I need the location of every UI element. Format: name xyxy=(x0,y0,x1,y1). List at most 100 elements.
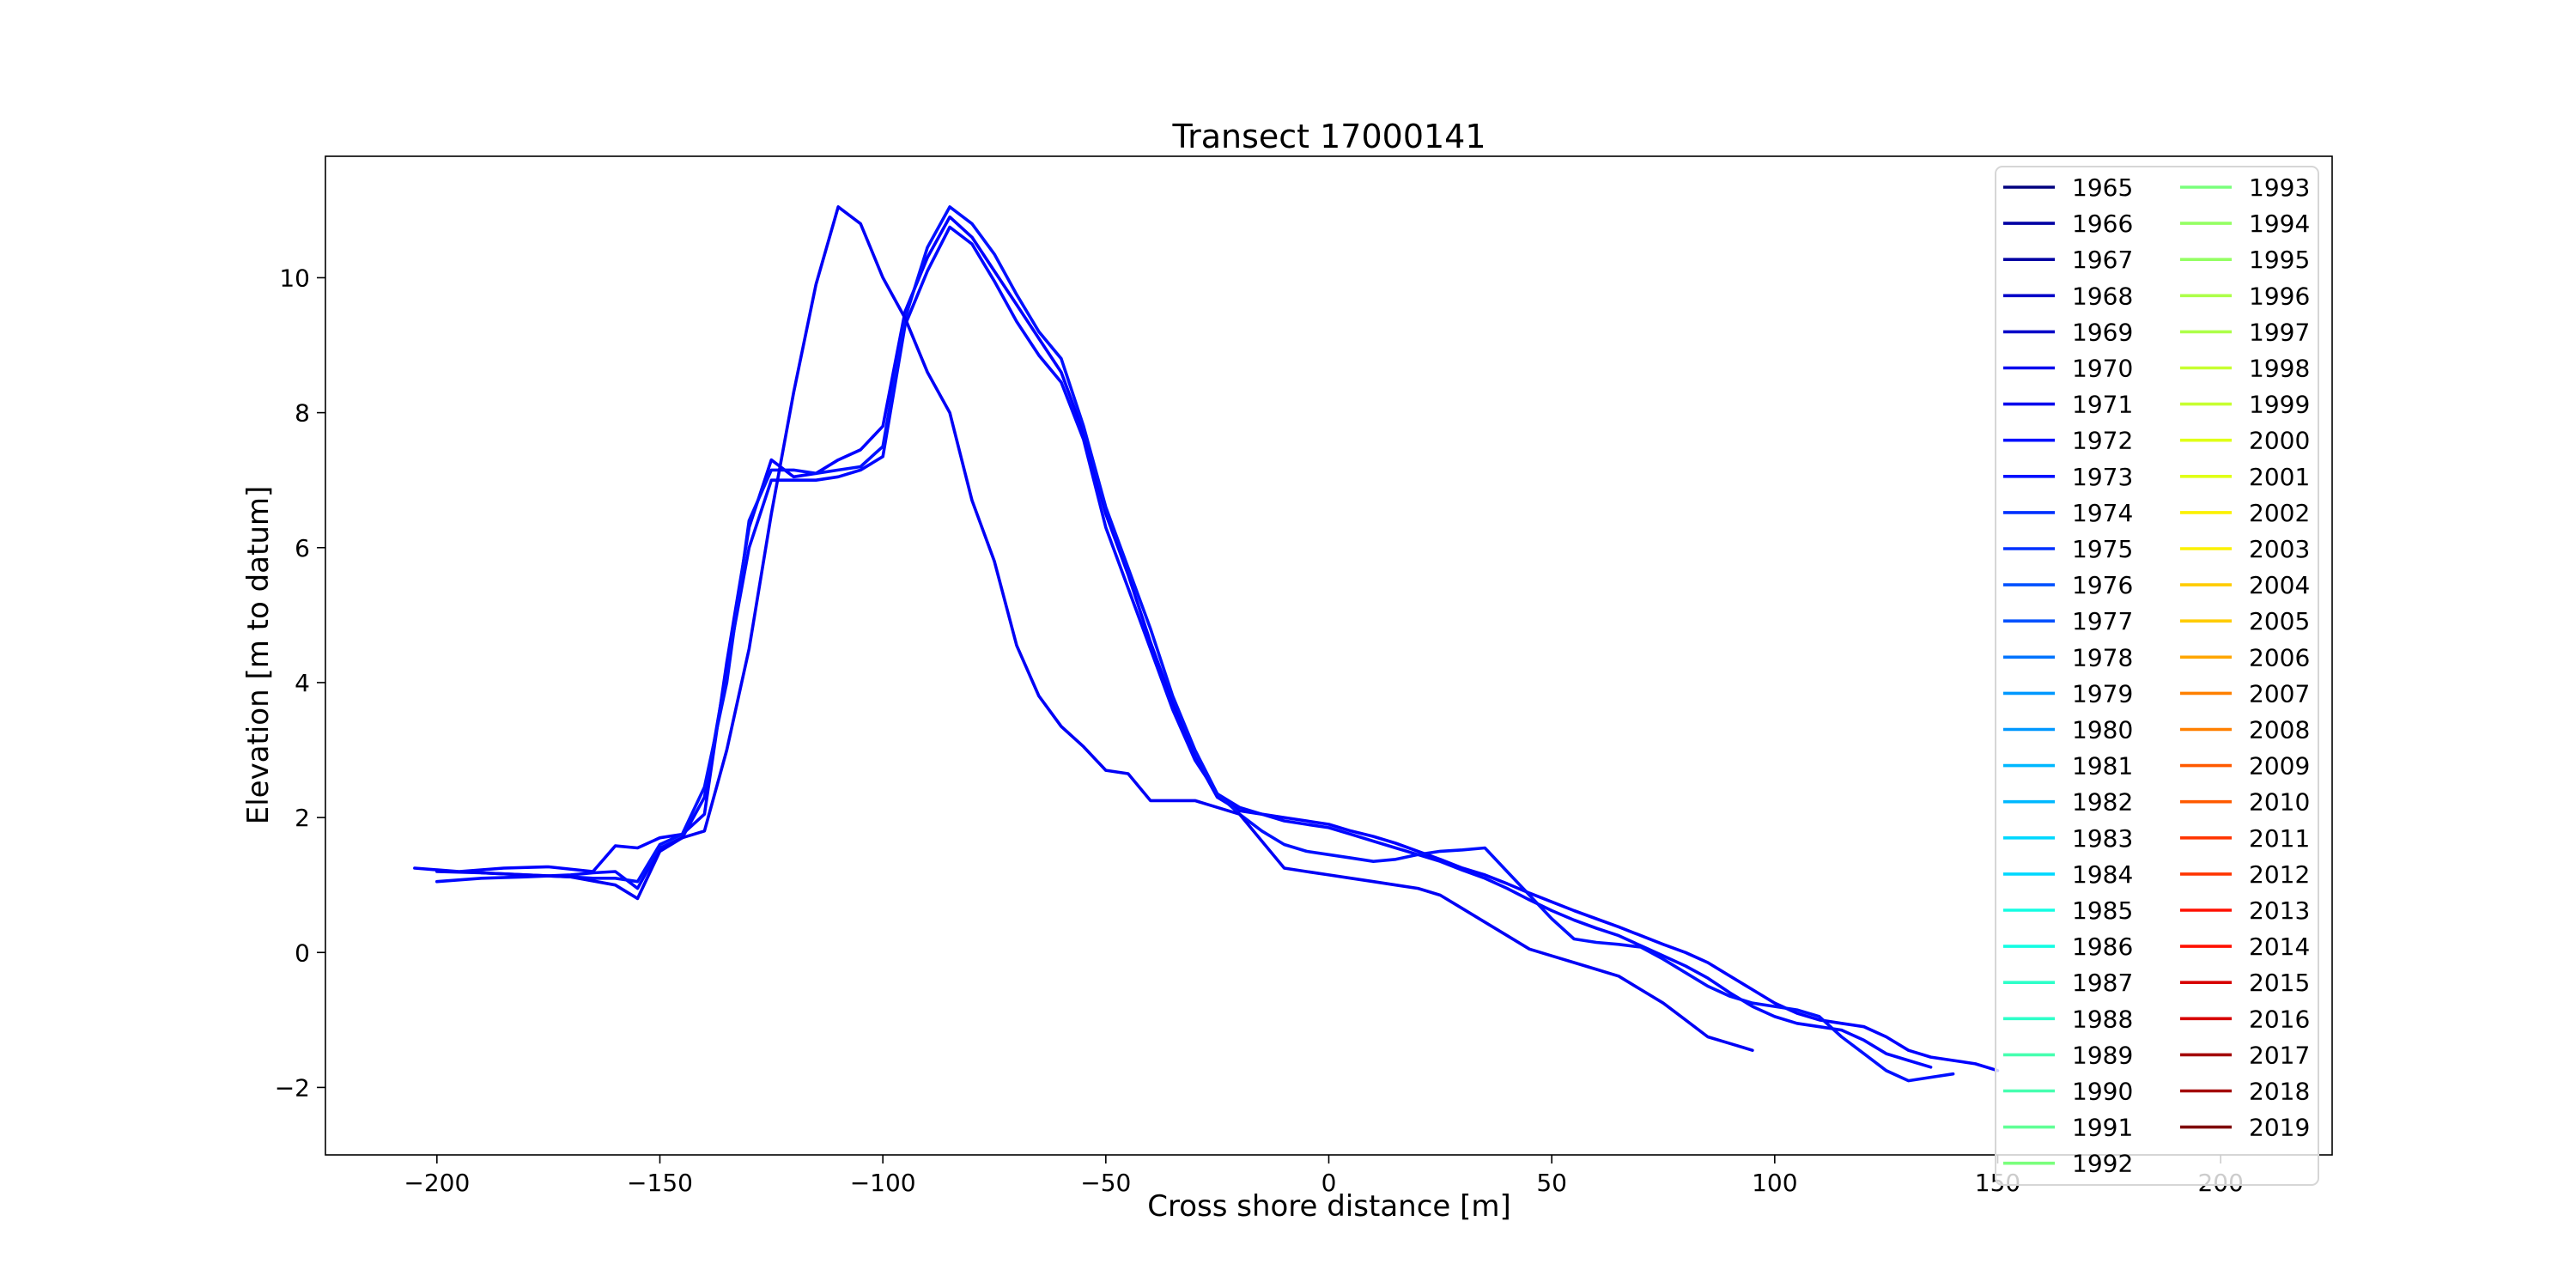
legend-entry-1974: 1974 xyxy=(2003,499,2133,527)
legend-label: 1998 xyxy=(2249,355,2310,383)
legend-entry-2008: 2008 xyxy=(2180,716,2310,744)
legend-entry-1993: 1993 xyxy=(2180,173,2310,202)
legend-label: 1980 xyxy=(2072,716,2133,744)
legend-label: 2018 xyxy=(2249,1078,2310,1106)
legend-entry-2018: 2018 xyxy=(2180,1078,2310,1106)
legend-entry-1995: 1995 xyxy=(2180,246,2310,274)
profile-line-1 xyxy=(413,215,2000,1072)
x-tick-label: 0 xyxy=(1321,1169,1337,1197)
legend-entry-2013: 2013 xyxy=(2180,896,2310,925)
chart-title: Transect 17000141 xyxy=(1171,118,1485,155)
legend-label: 1996 xyxy=(2249,282,2310,310)
legend-entry-2010: 2010 xyxy=(2180,788,2310,817)
legend-entry-2012: 2012 xyxy=(2180,860,2310,889)
profile-line-2 xyxy=(434,225,1933,1069)
legend-label: 1975 xyxy=(2072,535,2133,563)
x-tick-label: 50 xyxy=(1536,1169,1567,1197)
legend-label: 1974 xyxy=(2072,499,2133,527)
legend-label: 2013 xyxy=(2249,896,2310,925)
legend-entry-1977: 1977 xyxy=(2003,607,2133,635)
series-layer xyxy=(413,205,2000,1083)
y-tick-label: 2 xyxy=(295,804,310,832)
y-tick-label: 6 xyxy=(295,534,310,562)
legend: 1965 1966 1967 1968 1969 1970 1971 1972 1973 1974… xyxy=(1995,166,2319,1186)
x-tick-label: −200 xyxy=(404,1169,470,1197)
legend-label: 1994 xyxy=(2249,210,2310,238)
legend-entry-1999: 1999 xyxy=(2180,391,2310,419)
legend-entry-1984: 1984 xyxy=(2003,860,2133,889)
legend-entry-1987: 1987 xyxy=(2003,969,2133,997)
profile-line-4 xyxy=(434,205,1754,1052)
legend-entry-2001: 2001 xyxy=(2180,463,2310,491)
legend-label: 1982 xyxy=(2072,788,2133,817)
legend-entry-1983: 1983 xyxy=(2003,824,2133,853)
legend-entry-1970: 1970 xyxy=(2003,355,2133,383)
y-tick-label: −2 xyxy=(275,1073,310,1102)
legend-label: 2000 xyxy=(2249,427,2310,455)
legend-label: 1999 xyxy=(2249,391,2310,419)
y-tick-label: 10 xyxy=(279,264,310,292)
legend-label: 1984 xyxy=(2072,860,2133,889)
legend-label: 2019 xyxy=(2249,1114,2310,1142)
legend-entry-2011: 2011 xyxy=(2180,824,2310,853)
legend-label: 2001 xyxy=(2249,463,2310,491)
legend-label: 1981 xyxy=(2072,752,2133,781)
legend-label: 2016 xyxy=(2249,1005,2310,1033)
legend-label: 1966 xyxy=(2072,210,2133,238)
x-tick-label: −50 xyxy=(1080,1169,1131,1197)
legend-label: 2012 xyxy=(2249,860,2310,889)
legend-entry-1985: 1985 xyxy=(2003,896,2133,925)
legend-entry-1978: 1978 xyxy=(2003,643,2133,671)
legend-label: 1993 xyxy=(2249,173,2310,202)
x-tick-label: 100 xyxy=(1752,1169,1797,1197)
legend-label: 2004 xyxy=(2249,571,2310,599)
legend-label: 1986 xyxy=(2072,933,2133,961)
x-tick-label: −150 xyxy=(627,1169,693,1197)
legend-entry-1997: 1997 xyxy=(2180,318,2310,346)
legend-label: 1978 xyxy=(2072,643,2133,671)
legend-entry-1969: 1969 xyxy=(2003,318,2133,346)
legend-entry-2000: 2000 xyxy=(2180,427,2310,455)
legend-entry-1976: 1976 xyxy=(2003,571,2133,599)
legend-entry-1968: 1968 xyxy=(2003,282,2133,310)
legend-label: 2003 xyxy=(2249,535,2310,563)
legend-entry-2003: 2003 xyxy=(2180,535,2310,563)
legend-entry-1980: 1980 xyxy=(2003,716,2133,744)
legend-label: 2010 xyxy=(2249,788,2310,817)
legend-entry-1979: 1979 xyxy=(2003,679,2133,708)
legend-label: 1977 xyxy=(2072,607,2133,635)
legend-entry-2017: 2017 xyxy=(2180,1041,2310,1069)
legend-label: 1969 xyxy=(2072,318,2133,346)
legend-label: 2014 xyxy=(2249,933,2310,961)
legend-label: 2017 xyxy=(2249,1041,2310,1069)
legend-entry-2007: 2007 xyxy=(2180,679,2310,708)
legend-entry-1992: 1992 xyxy=(2003,1150,2133,1178)
legend-label: 2008 xyxy=(2249,716,2310,744)
legend-label: 1983 xyxy=(2072,824,2133,853)
y-tick-label: 4 xyxy=(295,669,310,697)
legend-entry-2005: 2005 xyxy=(2180,607,2310,635)
legend-label: 1965 xyxy=(2072,173,2133,202)
x-tick-label: −100 xyxy=(850,1169,916,1197)
legend-entry-1982: 1982 xyxy=(2003,788,2133,817)
legend-frame xyxy=(1995,166,2319,1186)
legend-entry-1986: 1986 xyxy=(2003,933,2133,961)
profile-line-3 xyxy=(479,205,1955,1083)
legend-label: 1968 xyxy=(2072,282,2133,310)
legend-label: 2009 xyxy=(2249,752,2310,781)
x-axis-ticks: −200−150−100−50050100150200 xyxy=(404,1155,2244,1197)
legend-entry-1971: 1971 xyxy=(2003,391,2133,419)
legend-label: 1985 xyxy=(2072,896,2133,925)
y-tick-label: 8 xyxy=(295,399,310,428)
legend-label: 2006 xyxy=(2249,643,2310,671)
legend-entry-2006: 2006 xyxy=(2180,643,2310,671)
legend-entry-2015: 2015 xyxy=(2180,969,2310,997)
legend-entry-1967: 1967 xyxy=(2003,246,2133,274)
legend-label: 1990 xyxy=(2072,1078,2133,1106)
legend-label: 1970 xyxy=(2072,355,2133,383)
legend-entry-1972: 1972 xyxy=(2003,427,2133,455)
legend-entry-2019: 2019 xyxy=(2180,1114,2310,1142)
legend-entry-1981: 1981 xyxy=(2003,752,2133,781)
legend-label: 1973 xyxy=(2072,463,2133,491)
